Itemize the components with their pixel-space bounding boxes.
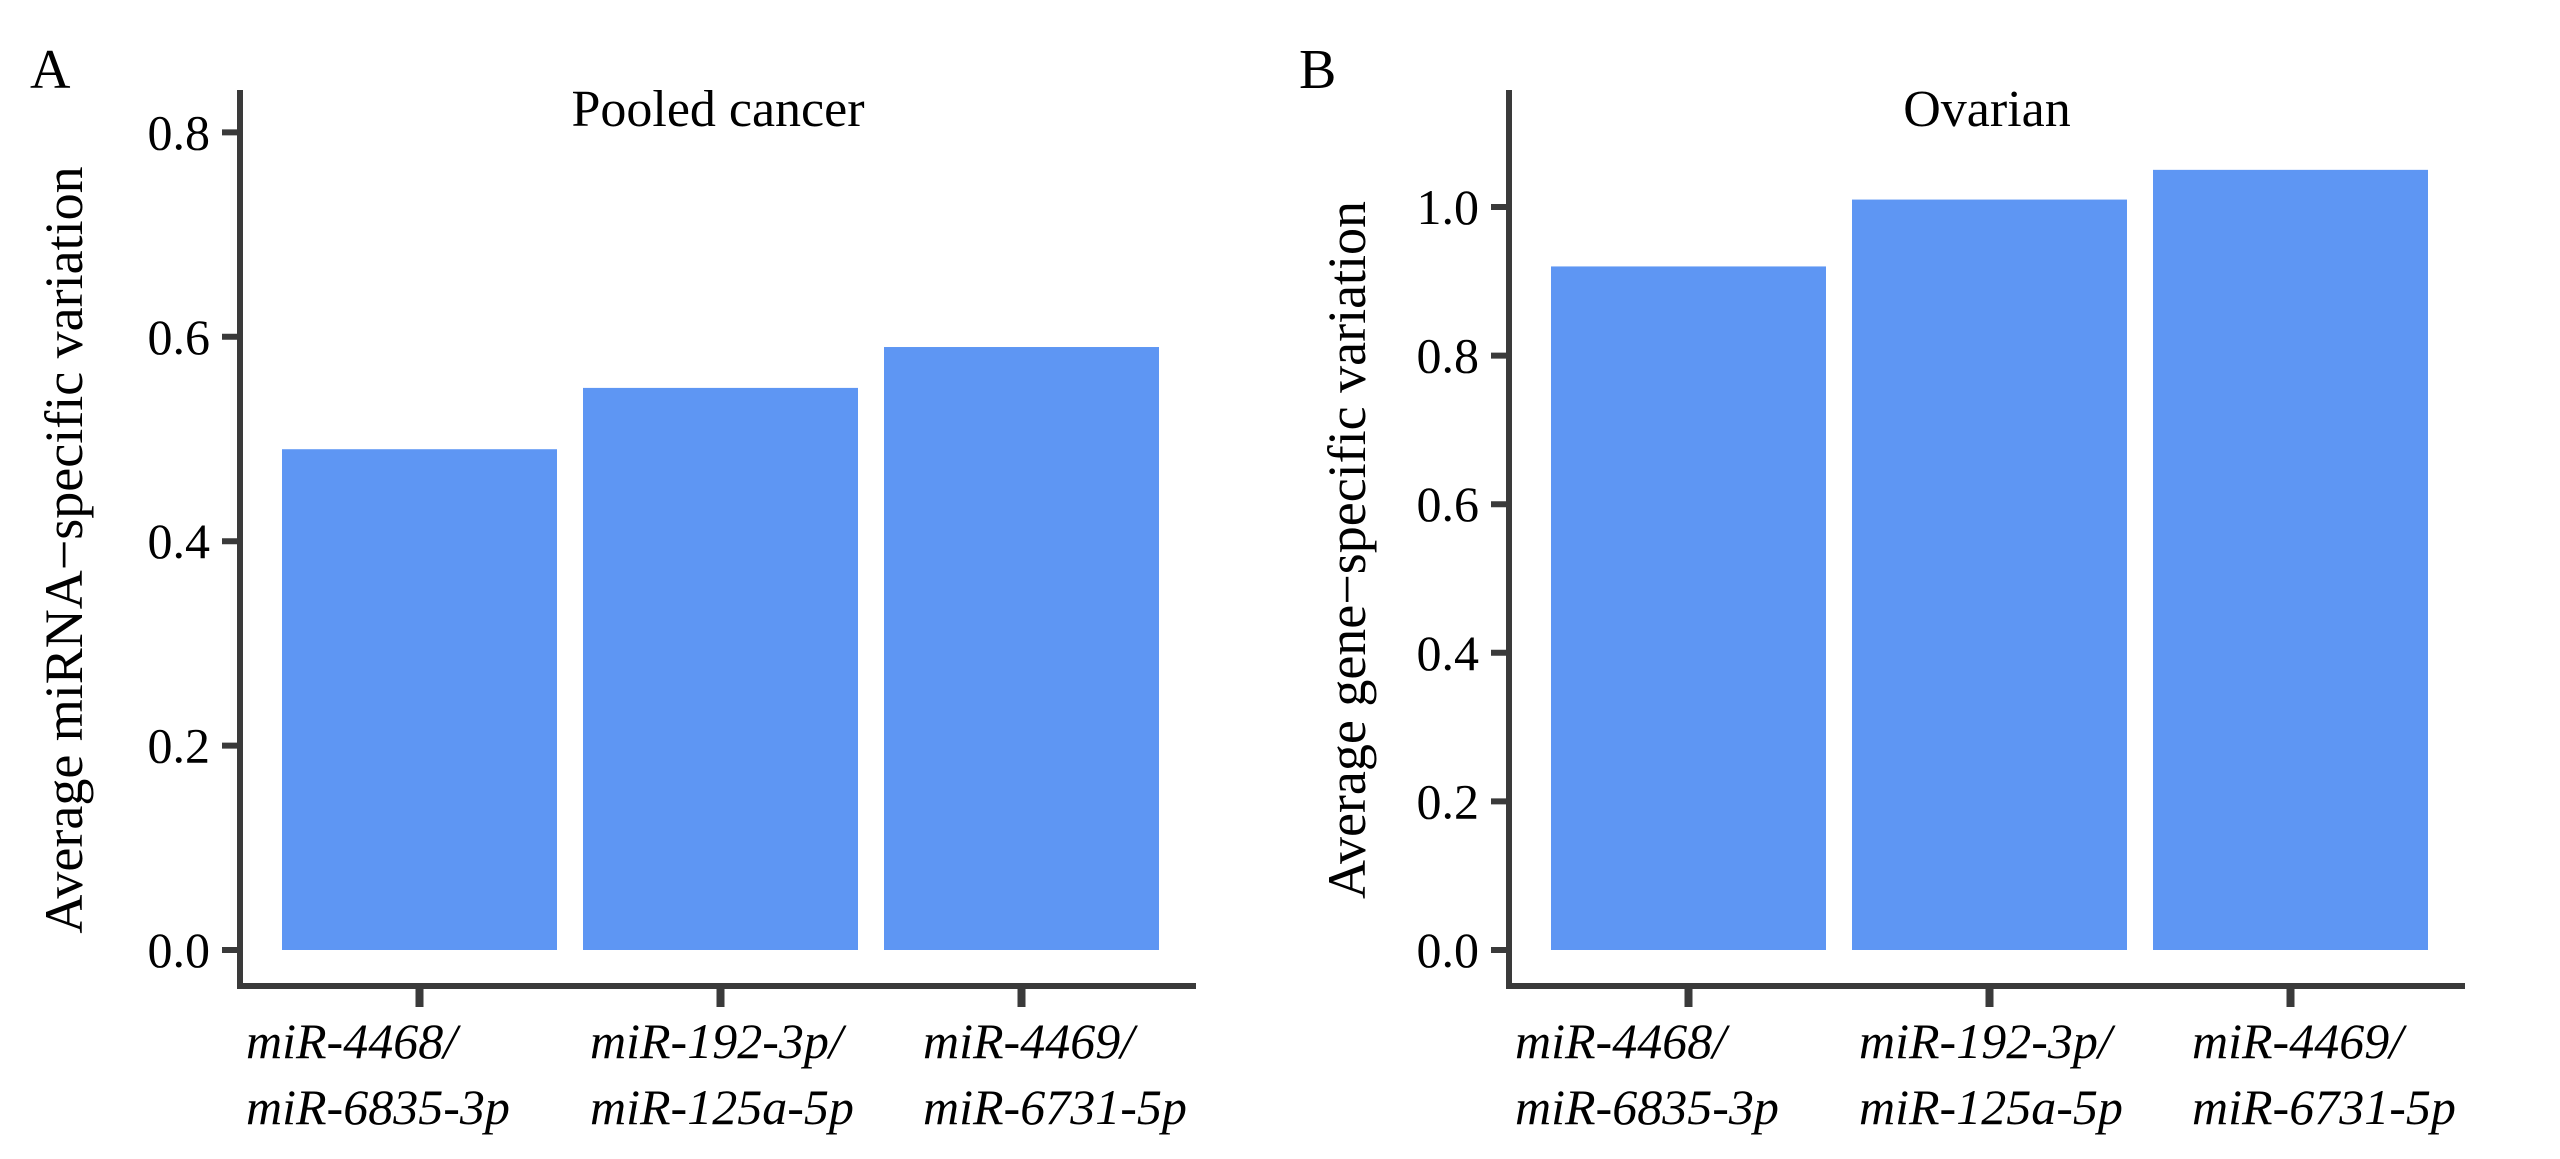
y-tick-label: 0.0 (148, 922, 211, 978)
panel-a-chart: A Pooled cancer Average miRNA−specific v… (30, 39, 1196, 1135)
bar (282, 449, 557, 950)
x-category-label: miR-4469/miR-6731-5p (923, 1013, 1187, 1135)
x-category-label: miR-4469/miR-6731-5p (2192, 1013, 2456, 1135)
bar (2153, 169, 2428, 951)
bar (1551, 266, 1826, 950)
x-category-label: miR-4468/miR-6835-3p (246, 1013, 510, 1135)
panel-b: B Ovarian Average gene−specific variatio… (1280, 0, 2560, 1159)
y-tick-label: 0.8 (148, 104, 211, 160)
plot: 0.0 0.2 0.4 0.6 0.8 miR-4468/miR-6835-3p miR-1… (148, 90, 1196, 1135)
panel-b-chart: B Ovarian Average gene−specific variatio… (1299, 39, 2465, 1135)
y-axis-title: Average gene−specific variation (1317, 201, 1377, 899)
panel-a: A Pooled cancer Average miRNA−specific v… (30, 39, 1196, 1135)
bar (1852, 199, 2127, 950)
bar (884, 347, 1159, 950)
plot: 0.0 0.2 0.4 0.6 0.8 1.0 miR-4468/miR-6835-3p mi… (1417, 90, 2465, 1135)
panel-letter: A (30, 39, 71, 101)
y-tick-label: 0.4 (1417, 625, 1480, 681)
panel-title: Ovarian (1903, 81, 2070, 138)
y-tick-label: 1.0 (1417, 179, 1480, 235)
y-tick-label: 0.6 (1417, 476, 1480, 532)
y-tick-label: 0.2 (148, 718, 211, 774)
y-tick-label: 0.6 (148, 309, 211, 365)
y-tick-label: 0.8 (1417, 328, 1480, 384)
x-category-label: miR-192-3p/miR-125a-5p (1859, 1013, 2123, 1135)
y-tick-label: 0.0 (1417, 922, 1480, 978)
x-category-label: miR-4468/miR-6835-3p (1515, 1013, 1779, 1135)
y-axis-title: Average miRNA−specific variation (34, 166, 94, 933)
y-tick-label: 0.4 (148, 513, 211, 569)
y-tick-label: 0.2 (1417, 773, 1480, 829)
x-category-label: miR-192-3p/miR-125a-5p (590, 1013, 854, 1135)
panel-title: Pooled cancer (571, 81, 864, 138)
bar (583, 387, 858, 950)
panel-letter: B (1299, 39, 1336, 101)
